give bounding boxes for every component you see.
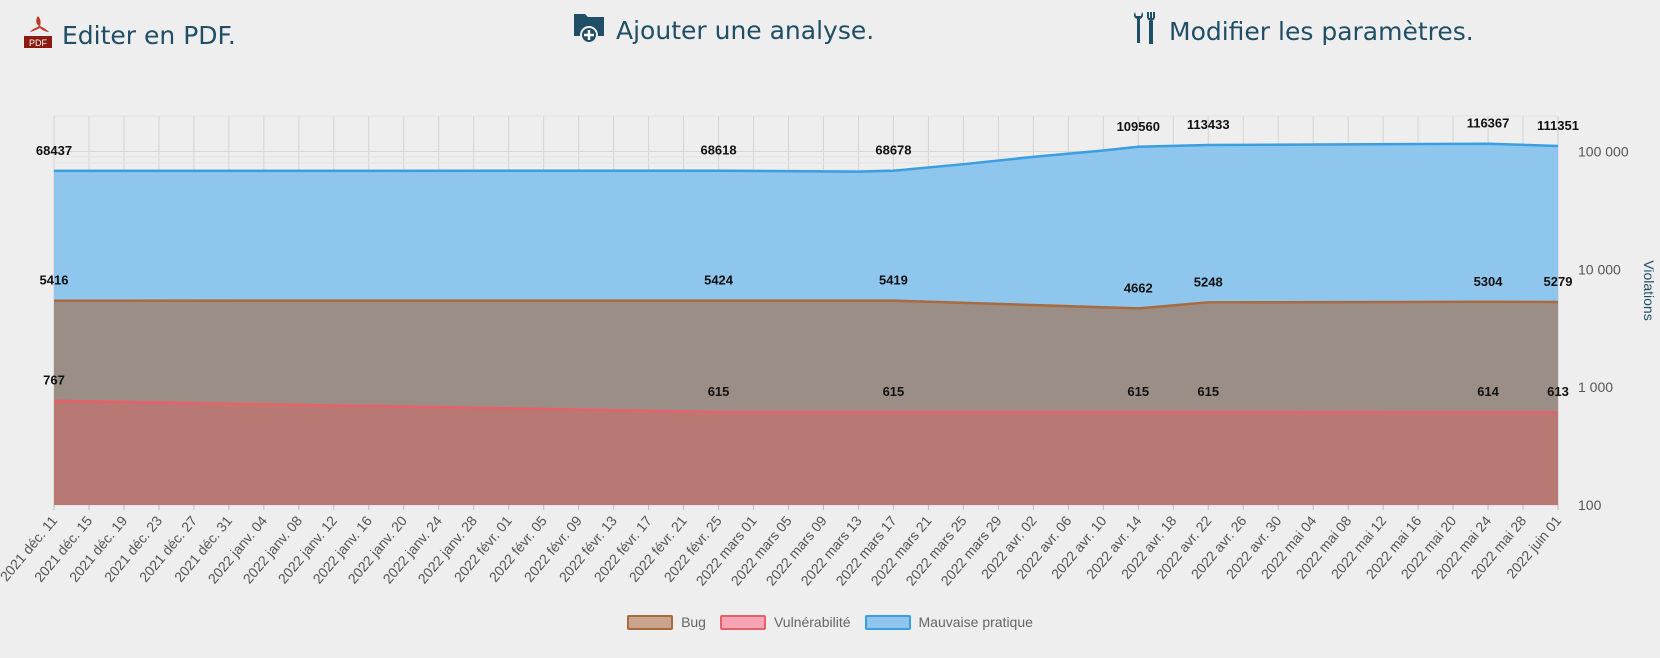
tools-icon: [1131, 10, 1161, 52]
svg-text:PDF: PDF: [29, 38, 48, 48]
legend-swatch-vulnerabilite: [719, 614, 766, 630]
pdf-icon: PDF: [22, 14, 54, 56]
legend-item-vulnerabilite[interactable]: Vulnérabilité: [719, 614, 851, 630]
data-label-mauvaise-pratique: 113433: [1187, 117, 1230, 132]
data-label-vulnerabilite: 615: [1127, 384, 1149, 399]
y-tick-label: 100 000: [1578, 143, 1629, 159]
data-label-vulnerabilite: 614: [1477, 384, 1499, 399]
line-vulnerabilite: [53, 399, 1559, 414]
legend-swatch-bug: [627, 614, 674, 630]
data-label-mauvaise-pratique: 68437: [36, 143, 72, 158]
data-label-bug: 5424: [704, 273, 734, 288]
violations-chart: 5416 5424 5419 4662 5248 5304 5279 767 615 615 615…: [0, 115, 1657, 589]
legend-swatch-mauvaise-pratique: [864, 614, 911, 630]
edit-settings-button[interactable]: Modifier les paramètres.: [1131, 10, 1474, 52]
add-analysis-label: Ajouter une analyse.: [616, 15, 875, 45]
legend-item-bug[interactable]: Bug: [627, 614, 706, 630]
legend-label-vulnerabilite: Vulnérabilité: [773, 614, 851, 630]
legend: Bug Vulnérabilité Mauvaise pratique: [0, 614, 1660, 630]
line-mauvaise-pratique: [53, 142, 1559, 173]
edit-settings-label: Modifier les paramètres.: [1169, 16, 1474, 46]
data-label-bug: 5416: [40, 273, 69, 288]
legend-label-mauvaise-pratique: Mauvaise pratique: [918, 614, 1033, 630]
data-label-vulnerabilite: 615: [708, 384, 730, 399]
data-label-bug: 5248: [1194, 274, 1223, 289]
data-label-vulnerabilite: 767: [43, 373, 65, 388]
legend-label-bug: Bug: [681, 614, 706, 630]
area-vulnerabilite: [54, 400, 1558, 505]
data-label-vulnerabilite: 613: [1547, 384, 1569, 399]
data-label-bug: 5304: [1474, 274, 1504, 289]
data-label-vulnerabilite: 615: [1197, 384, 1219, 399]
data-label-mauvaise-pratique: 68678: [875, 143, 911, 158]
data-label-mauvaise-pratique: 116367: [1467, 116, 1510, 131]
export-pdf-button[interactable]: PDF Editer en PDF.: [22, 14, 236, 56]
data-label-bug: 5279: [1544, 274, 1573, 289]
series-areas: [53, 142, 1559, 505]
data-label-bug: 5419: [879, 273, 908, 288]
line-bug: [53, 299, 1559, 310]
data-label-mauvaise-pratique: 109560: [1117, 119, 1160, 134]
y-tick-label: 10 000: [1578, 261, 1621, 277]
data-label-vulnerabilite: 615: [883, 384, 905, 399]
add-analysis-button[interactable]: Ajouter une analyse.: [572, 10, 874, 50]
y-tick-label: 100: [1578, 497, 1602, 513]
data-label-mauvaise-pratique: 111351: [1537, 118, 1579, 133]
y-axis-ticks: 100 1 000 10 000 100 000: [1578, 143, 1629, 513]
y-axis-title: Violations: [1641, 260, 1657, 320]
y-tick-label: 1 000: [1578, 379, 1613, 395]
data-label-mauvaise-pratique: 68618: [700, 143, 736, 158]
legend-item-mauvaise-pratique[interactable]: Mauvaise pratique: [864, 614, 1033, 630]
export-pdf-label: Editer en PDF.: [62, 20, 236, 50]
data-labels: 5416 5424 5419 4662 5248 5304 5279 767 615 615 615…: [36, 116, 1579, 399]
folder-add-icon: [572, 10, 608, 50]
data-label-bug: 4662: [1124, 280, 1153, 295]
toolbar: PDF Editer en PDF. Ajouter une analyse. …: [0, 0, 1660, 70]
